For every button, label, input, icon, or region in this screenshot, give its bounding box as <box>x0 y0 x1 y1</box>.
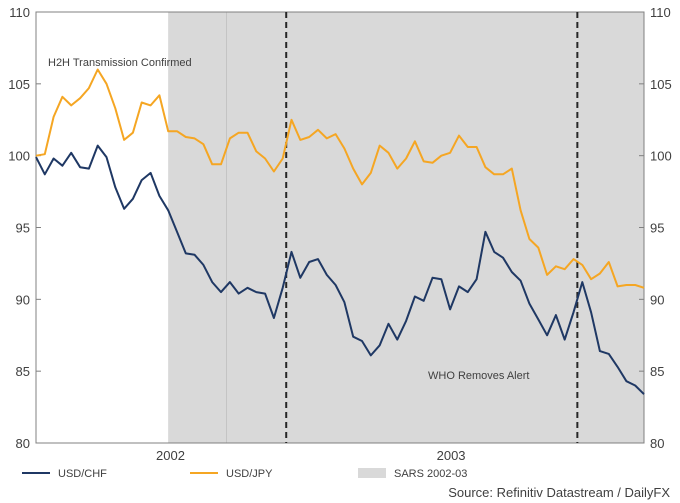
x-tick-label: 2003 <box>437 448 466 463</box>
y-tick-label-left: 90 <box>16 292 30 307</box>
y-tick-label-left: 105 <box>8 77 30 92</box>
legend-sars-swatch <box>358 468 386 478</box>
plot-area: 80 80 85 85 90 90 95 95 100 100 105 105 110 110 2002 20… <box>8 5 671 463</box>
y-tick-label-left: 110 <box>9 5 30 20</box>
y-tick-label-left: 80 <box>16 436 30 451</box>
annotation-h2h: H2H Transmission Confirmed <box>48 57 192 69</box>
y-tick-label-right: 80 <box>650 436 664 451</box>
y-tick-label-right: 105 <box>650 77 672 92</box>
legend: USD/CHF USD/JPY SARS 2002-03 <box>22 468 467 480</box>
y-tick-label-left: 85 <box>16 364 30 379</box>
y-tick-label-left: 95 <box>16 221 30 236</box>
y-tick-label-left: 100 <box>8 149 30 164</box>
series-line-usdjpy <box>35 68 645 289</box>
y-tick-label-right: 110 <box>650 5 671 20</box>
y-tick-label-right: 95 <box>650 221 664 236</box>
y-tick-label-right: 85 <box>650 364 664 379</box>
sars-shaded-region <box>168 12 644 443</box>
legend-sars-label: SARS 2002-03 <box>394 468 467 480</box>
annotation-who: WHO Removes Alert <box>428 370 529 382</box>
legend-usdjpy-label: USD/JPY <box>226 468 273 480</box>
x-tick-label: 2002 <box>156 448 185 463</box>
source-note: Source: Refinitiv Datastream / DailyFX <box>448 485 670 500</box>
y-tick-label-right: 100 <box>650 149 672 164</box>
legend-usdchf-label: USD/CHF <box>58 468 107 480</box>
y-tick-label-right: 90 <box>650 292 664 307</box>
series-line-usdchf <box>35 144 645 395</box>
